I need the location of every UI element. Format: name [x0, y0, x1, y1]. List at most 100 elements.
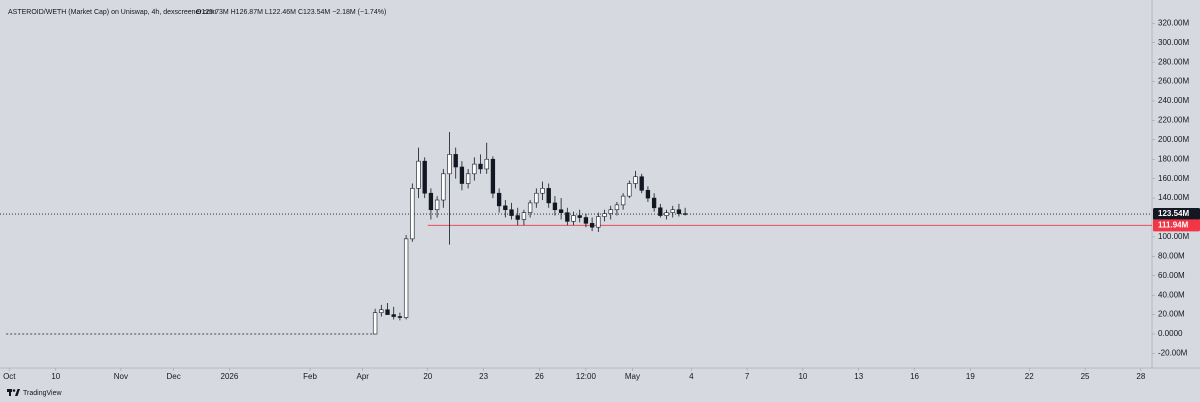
candle-body: [385, 309, 390, 315]
candle-body: [558, 209, 564, 213]
candle-body: [478, 163, 483, 170]
x-tick-label: 7: [745, 372, 750, 381]
candle-body: [645, 190, 651, 199]
candle-body: [441, 173, 446, 201]
candle-body: [496, 192, 502, 207]
x-tick-label: 22: [1025, 372, 1034, 381]
candle-body: [651, 197, 657, 209]
x-tick-label: 28: [1136, 372, 1145, 381]
candle-body: [490, 158, 496, 194]
x-tick-label: 16: [910, 372, 919, 381]
tradingview-logo: [7, 389, 20, 396]
candle-body: [589, 223, 595, 228]
candle-body: [664, 212, 669, 216]
candle-body: [658, 207, 663, 216]
candle-body: [397, 316, 403, 318]
y-tick-label: 100.00M: [1158, 232, 1189, 241]
candle-body: [484, 158, 489, 170]
x-tick-label: Oct: [3, 372, 16, 381]
y-tick-label: 140.00M: [1158, 193, 1189, 202]
candle-body: [527, 202, 533, 213]
x-tick-label: 2026: [221, 372, 239, 381]
y-tick-label: 260.00M: [1158, 77, 1189, 86]
candle-body: [627, 183, 632, 197]
y-tick-label: 0.0000: [1158, 329, 1183, 338]
y-tick-label: 300.00M: [1158, 38, 1189, 47]
candle-body: [614, 204, 620, 211]
y-tick-label: 160.00M: [1158, 174, 1189, 183]
candle-body: [639, 176, 644, 191]
x-tick-label: May: [625, 372, 640, 381]
candle-body: [571, 215, 576, 222]
chart-title: ASTEROID/WETH (Market Cap) on Uniswap, 4…: [8, 9, 217, 16]
x-tick-label: 25: [1081, 372, 1090, 381]
x-tick-label: 10: [798, 372, 807, 381]
x-tick-label: Apr: [356, 372, 369, 381]
candle-body: [428, 192, 434, 211]
candle-body: [379, 309, 384, 313]
y-tick-label: 80.00M: [1158, 251, 1185, 260]
candle-body: [670, 209, 675, 213]
y-tick-label: 60.00M: [1158, 271, 1185, 280]
candle-body: [583, 217, 589, 224]
x-tick-label: 19: [966, 372, 975, 381]
candle-body: [416, 160, 421, 189]
candle-body: [410, 188, 415, 240]
candle-body: [515, 215, 520, 220]
candle-body: [447, 154, 452, 175]
x-tick-label: Feb: [303, 372, 317, 381]
y-tick-label: 40.00M: [1158, 290, 1185, 299]
footer-brand: TradingView: [23, 390, 62, 397]
candle-body: [546, 188, 551, 204]
candle-body: [602, 213, 607, 217]
y-tick-label: 280.00M: [1158, 57, 1189, 66]
candle-body: [465, 173, 471, 184]
candle-body: [552, 202, 558, 211]
candle-body: [503, 205, 508, 211]
candle-body: [620, 195, 626, 206]
candle-body: [608, 209, 613, 214]
candle-body: [372, 312, 378, 335]
candle-body: [565, 212, 570, 222]
x-tick-label: 12:00: [576, 372, 597, 381]
candle-body: [577, 215, 582, 218]
ohlc-legend: O125.73M H126.87M L122.46M C123.54M −2.1…: [196, 9, 386, 16]
candle-body: [434, 199, 440, 211]
candle-body: [459, 166, 465, 184]
x-tick-label: Dec: [166, 372, 180, 381]
candle-body: [596, 216, 601, 228]
candle-body: [422, 160, 427, 194]
y-tick-label: 20.00M: [1158, 310, 1185, 319]
x-tick-label: 4: [689, 372, 694, 381]
candle-body: [633, 176, 638, 184]
candle-body: [472, 163, 477, 175]
candle-body: [682, 213, 688, 215]
x-tick-label: 26: [535, 372, 544, 381]
x-tick-label: 10: [51, 372, 60, 381]
y-tick-label: 180.00M: [1158, 154, 1189, 163]
x-tick-label: 13: [854, 372, 863, 381]
y-tick-label: -20.00M: [1158, 349, 1188, 358]
y-tick-label: 220.00M: [1158, 116, 1189, 125]
price-label: 123.54M: [1158, 209, 1189, 218]
candle-body: [676, 209, 682, 214]
candle-body: [509, 209, 514, 216]
x-tick-label: Nov: [114, 372, 128, 381]
y-tick-label: 200.00M: [1158, 135, 1189, 144]
candle-body: [391, 314, 396, 317]
candle-body: [534, 192, 539, 204]
price-label-box: [1153, 219, 1200, 232]
candle-body: [540, 188, 545, 194]
x-tick-label: 20: [423, 372, 432, 381]
price-label-box: [1153, 208, 1200, 221]
y-tick-label: 240.00M: [1158, 96, 1189, 105]
x-tick-label: 23: [479, 372, 488, 381]
candle-body: [403, 238, 409, 318]
candle-body: [453, 154, 458, 168]
y-tick-label: 320.00M: [1158, 18, 1189, 27]
candle-body: [521, 212, 527, 220]
price-label: 111.94M: [1158, 220, 1189, 229]
